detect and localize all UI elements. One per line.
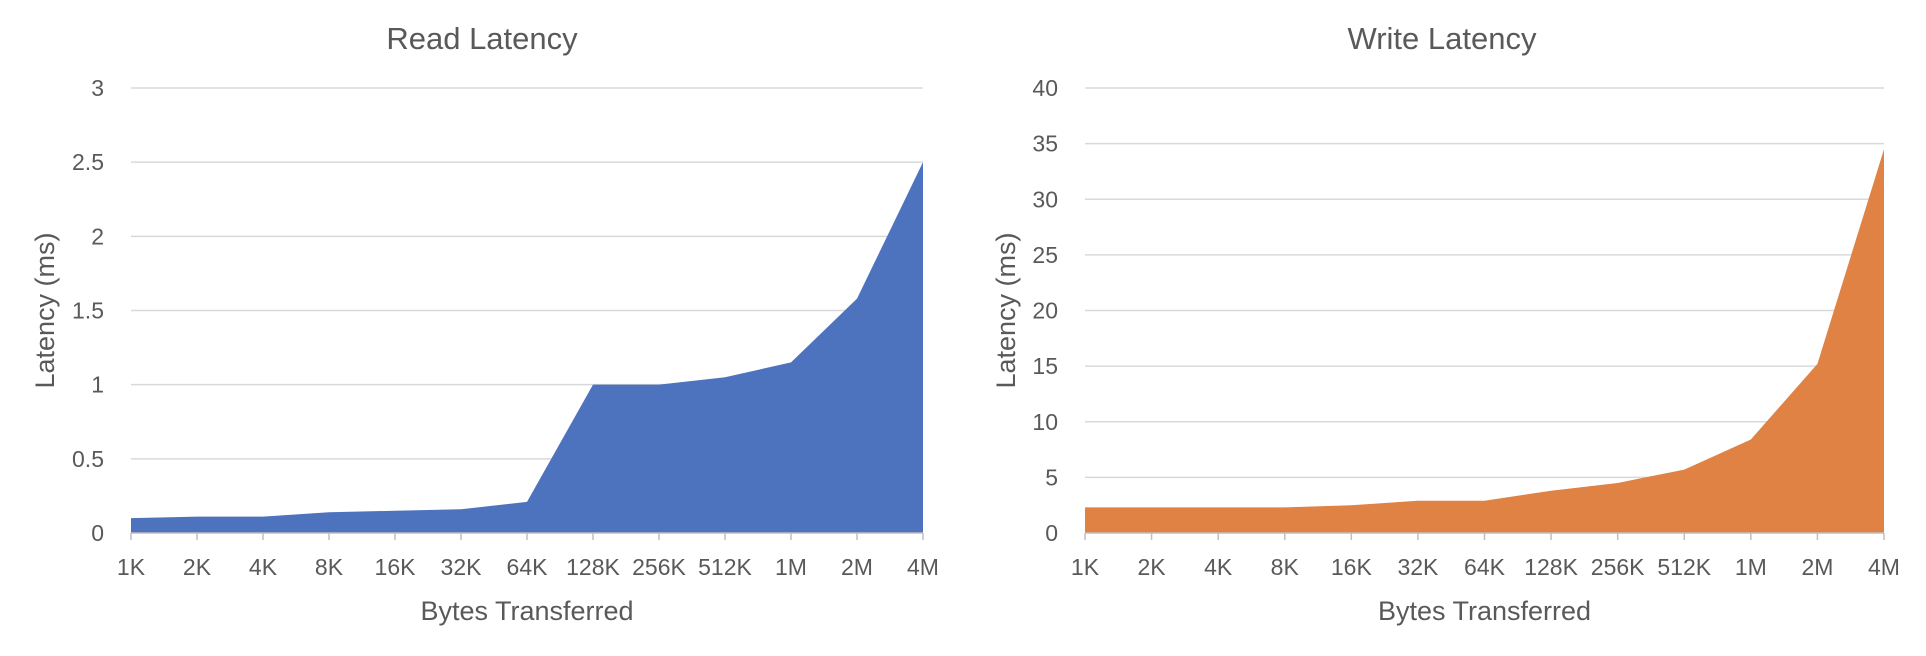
- x-tick-label: 64K: [1464, 554, 1506, 580]
- data-point: [524, 499, 530, 505]
- data-point: [1282, 504, 1288, 510]
- chart-write-latency: 0 5 10 15 20 25 30 35 40 1K 2K 4K 8K 16K 32K 64K 128K 256…: [991, 21, 1900, 626]
- y-tick-label: 2.5: [72, 149, 104, 175]
- x-tick-label: 512K: [698, 554, 752, 580]
- data-point: [1215, 504, 1221, 510]
- x-tick-label: 2K: [1138, 554, 1167, 580]
- x-axis-label: Bytes Transferred: [420, 596, 633, 626]
- x-tick-label: 32K: [441, 554, 483, 580]
- data-point: [1348, 502, 1354, 508]
- y-tick-label: 0: [1045, 520, 1058, 546]
- y-tick-label: 1.5: [72, 298, 104, 324]
- area-series: [131, 162, 923, 533]
- x-tick-label: 256K: [1591, 554, 1645, 580]
- x-tick-label: 2M: [1801, 554, 1833, 580]
- data-point: [854, 296, 860, 302]
- x-tick-label: 2K: [183, 554, 212, 580]
- y-tick-label: 1: [91, 372, 104, 398]
- y-tick-label: 3: [91, 75, 104, 101]
- data-point: [1482, 498, 1488, 504]
- y-tick-label: 10: [1032, 409, 1058, 435]
- x-tick-label: 512K: [1657, 554, 1711, 580]
- y-tick-label: 15: [1032, 353, 1058, 379]
- x-tick-label: 4M: [1868, 554, 1900, 580]
- data-point: [722, 374, 728, 380]
- chart-title: Write Latency: [1348, 21, 1537, 56]
- y-axis-label: Latency (ms): [30, 232, 60, 388]
- x-tick-label: 4K: [1204, 554, 1233, 580]
- data-point: [1548, 488, 1554, 494]
- x-tick-label: 1M: [775, 554, 807, 580]
- chart-read-latency: 0 0.5 1 1.5 2 2.5 3 1K 2K 4K 8K 16K 32K 64K 128K 256K 51…: [30, 21, 939, 626]
- data-point: [128, 515, 134, 521]
- y-tick-label: 0.5: [72, 446, 104, 472]
- y-tick-label: 2: [91, 223, 104, 249]
- data-point: [1881, 146, 1887, 152]
- x-tick-label: 16K: [1331, 554, 1373, 580]
- data-point: [1748, 437, 1754, 443]
- data-point: [392, 508, 398, 514]
- data-point: [920, 159, 926, 165]
- x-tick-label: 128K: [1524, 554, 1578, 580]
- data-point: [194, 514, 200, 520]
- y-tick-label: 35: [1032, 131, 1058, 157]
- data-point: [1814, 361, 1820, 367]
- x-tick-label: 1K: [1071, 554, 1100, 580]
- x-tick-label: 1K: [117, 554, 146, 580]
- x-tick-label: 128K: [566, 554, 620, 580]
- x-tick-label: 64K: [507, 554, 549, 580]
- y-tick-label: 20: [1032, 298, 1058, 324]
- x-tick-label: 8K: [1271, 554, 1300, 580]
- area-series: [1085, 149, 1884, 533]
- x-tick-label: 16K: [375, 554, 417, 580]
- y-tick-label: 25: [1032, 242, 1058, 268]
- x-tick-label: 4M: [907, 554, 939, 580]
- x-tick-label: 256K: [632, 554, 686, 580]
- x-tick-label: 32K: [1397, 554, 1439, 580]
- data-point: [326, 509, 332, 515]
- data-point: [1149, 504, 1155, 510]
- y-axis-label: Latency (ms): [991, 232, 1021, 388]
- y-tick-label: 30: [1032, 186, 1058, 212]
- x-tick-label: 4K: [249, 554, 278, 580]
- y-tick-label: 5: [1045, 464, 1058, 490]
- chart-title: Read Latency: [386, 21, 578, 56]
- data-point: [1681, 467, 1687, 473]
- data-point: [1615, 480, 1621, 486]
- data-point: [458, 506, 464, 512]
- data-point: [1415, 498, 1421, 504]
- x-tick-label: 2M: [841, 554, 873, 580]
- data-point: [656, 382, 662, 388]
- y-tick-label: 0: [91, 520, 104, 546]
- data-point: [788, 359, 794, 365]
- x-tick-label: 1M: [1735, 554, 1767, 580]
- data-point: [260, 514, 266, 520]
- data-point: [1082, 504, 1088, 510]
- x-tick-label: 8K: [315, 554, 344, 580]
- data-point: [590, 382, 596, 388]
- x-axis-label: Bytes Transferred: [1378, 596, 1591, 626]
- y-tick-label: 40: [1032, 75, 1058, 101]
